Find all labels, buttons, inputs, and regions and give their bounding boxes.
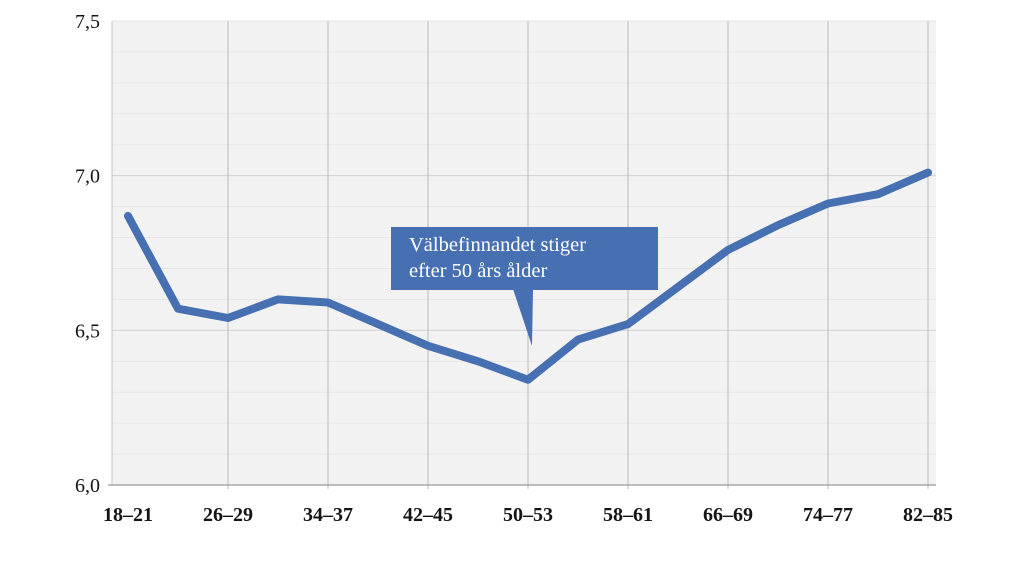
wellbeing-trend-line xyxy=(124,168,932,384)
y-tick-label: 6,5 xyxy=(75,320,100,342)
y-tick-label: 7,5 xyxy=(75,11,100,33)
x-tick-label: 82–85 xyxy=(903,504,953,526)
x-tick-label: 50–53 xyxy=(503,504,553,526)
annotation-tail xyxy=(513,289,533,346)
x-tick-label: 26–29 xyxy=(203,504,253,526)
y-tick-label: 7,0 xyxy=(75,166,100,188)
annotation-line-2: efter 50 års ålder xyxy=(409,260,548,282)
x-tick-label: 66–69 xyxy=(703,504,753,526)
x-tick-label: 58–61 xyxy=(603,504,653,526)
x-tick-label: 18–21 xyxy=(103,504,153,526)
x-tick-label: 42–45 xyxy=(403,504,453,526)
annotation-line-1: Välbefinnandet stiger xyxy=(409,234,587,256)
x-tick-label: 74–77 xyxy=(803,504,853,526)
x-tick-label: 34–37 xyxy=(303,504,353,526)
annotation-callout: Välbefinnandet stiger efter 50 års ålder xyxy=(391,227,658,290)
y-tick-label: 6,0 xyxy=(75,475,100,497)
